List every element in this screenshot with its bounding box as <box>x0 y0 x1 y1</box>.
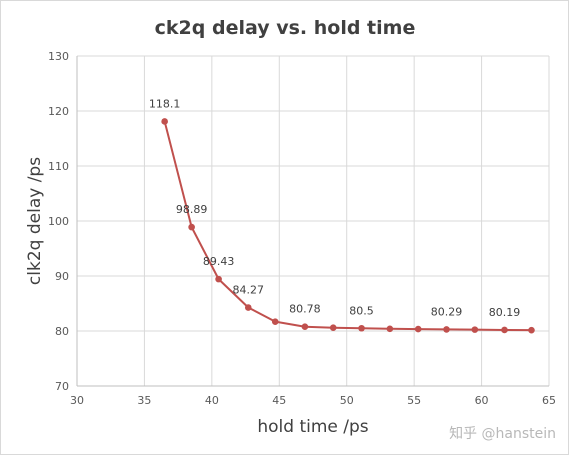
x-tick-label: 35 <box>137 394 151 407</box>
data-point <box>215 275 222 283</box>
watermark-text: 知乎 @hanstein <box>449 425 556 442</box>
data-point <box>188 223 195 231</box>
chart-title: ck2q delay vs. hold time <box>155 17 416 39</box>
data-label: 98.89 <box>176 203 208 216</box>
data-point <box>329 324 337 332</box>
y-axis-title: clk2q delay /ps <box>25 157 45 285</box>
axes <box>76 56 549 387</box>
x-tick-label: 60 <box>475 394 489 407</box>
data-label: 89.43 <box>203 255 235 268</box>
tick-labels: 30 35 40 45 50 55 60 65 70 80 90 100 110 120 130 <box>48 50 556 407</box>
data-point <box>244 304 252 311</box>
x-tick-label: 40 <box>205 394 219 407</box>
data-label: 118.1 <box>149 97 181 110</box>
grid-lines <box>77 55 550 386</box>
y-tick-label: 130 <box>48 50 69 63</box>
series-line <box>163 121 532 332</box>
data-label: 80.5 <box>349 304 374 317</box>
y-tick-label: 70 <box>55 380 69 393</box>
data-series <box>161 118 535 334</box>
data-label: 80.78 <box>289 303 321 316</box>
data-point <box>358 324 365 332</box>
data-point <box>301 323 309 331</box>
data-point <box>161 118 168 125</box>
y-tick-label: 110 <box>48 160 69 173</box>
data-point <box>386 325 394 333</box>
data-point <box>528 326 535 334</box>
x-tick-label: 55 <box>407 394 421 407</box>
y-tick-label: 120 <box>48 105 69 118</box>
data-point <box>414 325 422 333</box>
data-point <box>271 318 279 325</box>
x-axis-title: hold time /ps <box>257 417 368 437</box>
x-tick-label: 30 <box>70 394 84 407</box>
data-label: 80.29 <box>431 305 463 318</box>
data-point <box>471 326 479 333</box>
data-point <box>501 326 508 334</box>
x-tick-label: 65 <box>542 394 556 407</box>
y-tick-label: 80 <box>55 325 69 338</box>
data-label: 84.27 <box>233 284 265 297</box>
y-tick-label: 100 <box>48 215 69 228</box>
y-tick-label: 90 <box>55 270 69 283</box>
data-labels: 118.1 98.89 89.43 84.27 80.78 80.5 80.29 80.19 <box>149 97 520 319</box>
x-tick-label: 45 <box>272 394 286 407</box>
x-tick-label: 50 <box>340 394 354 407</box>
data-point <box>443 326 450 333</box>
data-label: 80.19 <box>489 306 521 319</box>
